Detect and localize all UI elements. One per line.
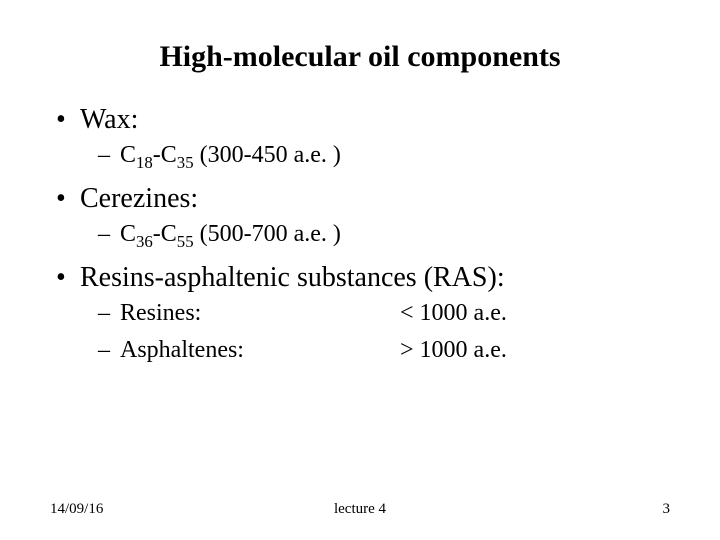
bullet-ras: Resins-asphaltenic substances (RAS): — [50, 262, 670, 294]
bullet-resines: Resines: < 1000 а.е. — [50, 300, 670, 327]
text: (500-700 а.е. ) — [194, 221, 341, 247]
slide: High-molecular oil components Wax: C18-C… — [0, 0, 720, 540]
slide-footer: 14/09/16 lecture 4 3 — [50, 501, 670, 518]
text: (300-450 а.е. ) — [194, 142, 341, 168]
text: -C — [153, 142, 177, 168]
bullet-asphaltenes: Asphaltenes: > 1000 а.е. — [50, 337, 670, 364]
text: C — [120, 221, 136, 247]
text: C — [120, 142, 136, 168]
label: Asphaltenes: — [120, 337, 400, 364]
bullet-cerezines-range: C36-C55 (500-700 а.е. ) — [50, 221, 670, 248]
bullet-wax: Wax: — [50, 104, 670, 136]
subscript: 36 — [136, 232, 153, 251]
slide-title: High-molecular oil components — [50, 40, 670, 74]
bullet-cerezines: Cerezines: — [50, 183, 670, 215]
value: > 1000 а.е. — [400, 337, 507, 364]
footer-center: lecture 4 — [50, 501, 670, 518]
footer-page: 3 — [663, 501, 671, 518]
bullet-wax-range: C18-C35 (300-450 а.е. ) — [50, 142, 670, 169]
label: Resines: — [120, 300, 400, 327]
footer-date: 14/09/16 — [50, 501, 103, 518]
value: < 1000 а.е. — [400, 300, 507, 327]
subscript: 18 — [136, 153, 153, 172]
subscript: 55 — [177, 232, 194, 251]
subscript: 35 — [177, 153, 194, 172]
text: -C — [153, 221, 177, 247]
